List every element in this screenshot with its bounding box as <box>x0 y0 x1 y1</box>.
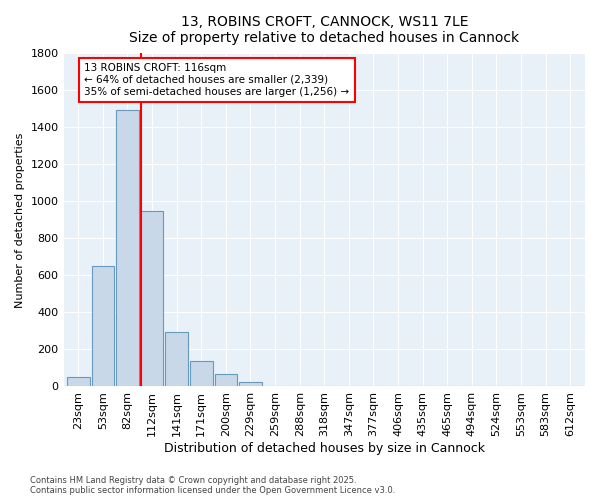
Text: 13 ROBINS CROFT: 116sqm
← 64% of detached houses are smaller (2,339)
35% of semi: 13 ROBINS CROFT: 116sqm ← 64% of detache… <box>85 64 350 96</box>
Bar <box>166 332 188 386</box>
Title: 13, ROBINS CROFT, CANNOCK, WS11 7LE
Size of property relative to detached houses: 13, ROBINS CROFT, CANNOCK, WS11 7LE Size… <box>129 15 520 45</box>
Bar <box>116 110 139 386</box>
Text: Contains HM Land Registry data © Crown copyright and database right 2025.
Contai: Contains HM Land Registry data © Crown c… <box>30 476 395 495</box>
Y-axis label: Number of detached properties: Number of detached properties <box>15 132 25 308</box>
Bar <box>215 374 237 386</box>
X-axis label: Distribution of detached houses by size in Cannock: Distribution of detached houses by size … <box>164 442 485 455</box>
Bar <box>190 362 212 386</box>
Bar <box>92 266 114 386</box>
Bar <box>141 210 163 386</box>
Bar <box>239 382 262 386</box>
Bar <box>67 377 89 386</box>
